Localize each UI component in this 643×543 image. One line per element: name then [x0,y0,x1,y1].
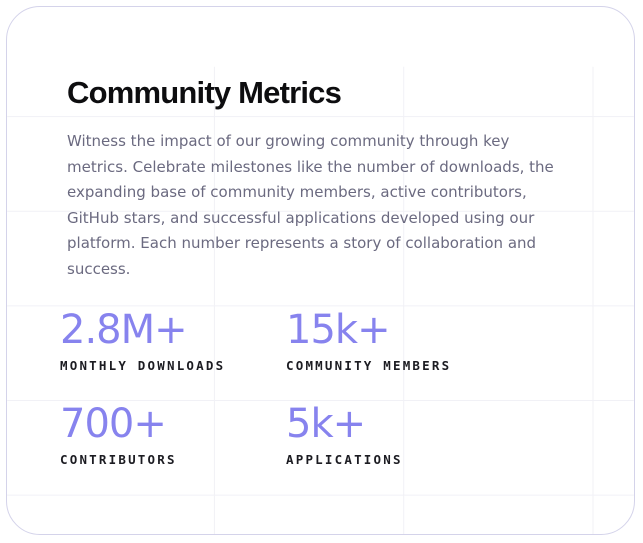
community-metrics-card: Community Metrics Witness the impact of … [6,6,635,535]
metric-applications: 5k+ APPLICATIONS [286,398,403,467]
metric-value: 15k+ [286,307,391,353]
metric-community-members: 15k+ COMMUNITY MEMBERS [286,304,451,373]
metric-value: 2.8M+ [60,307,188,353]
metric-label: MONTHLY DOWNLOADS [60,358,226,373]
metric-monthly-downloads: 2.8M+ MONTHLY DOWNLOADS [60,304,225,373]
metric-label: APPLICATIONS [286,452,403,467]
metric-label: CONTRIBUTORS [60,452,177,467]
metric-value: 5k+ [286,401,366,447]
section-title: Community Metrics [67,75,342,110]
metric-value: 700+ [60,401,167,447]
metric-label: COMMUNITY MEMBERS [286,358,452,373]
metrics-grid: 2.8M+ MONTHLY DOWNLOADS 15k+ COMMUNITY M… [60,304,520,484]
intro-section: Community Metrics Witness the impact of … [67,73,587,283]
section-description: Witness the impact of our growing commun… [67,132,554,278]
metric-contributors: 700+ CONTRIBUTORS [60,398,177,467]
